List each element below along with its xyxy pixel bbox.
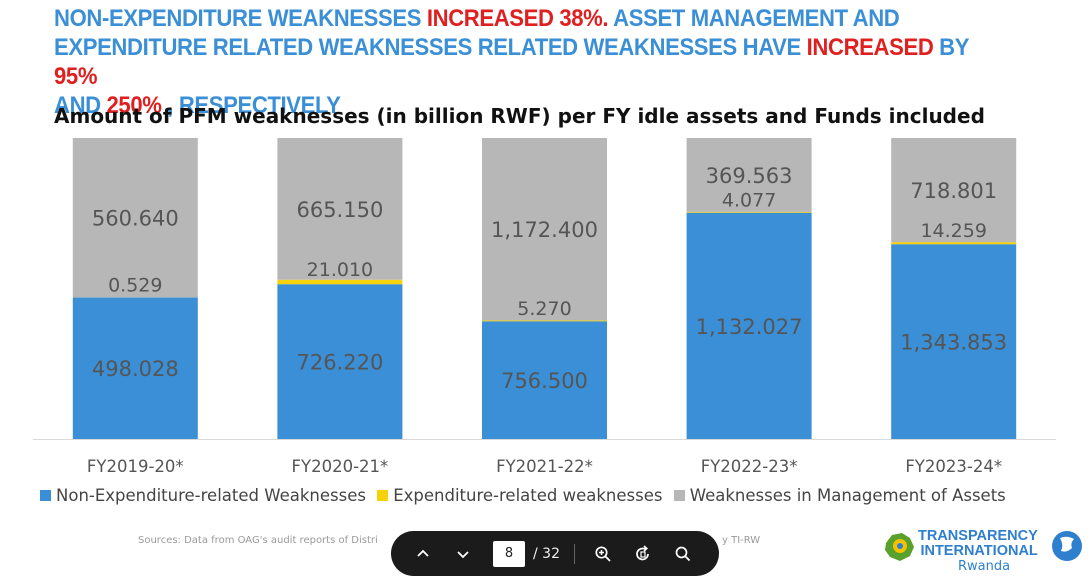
data-label: 14.259 bbox=[920, 220, 986, 242]
data-label: 0.529 bbox=[108, 274, 162, 296]
zoom-in-button[interactable] bbox=[585, 536, 621, 572]
data-label: 1,172.400 bbox=[491, 218, 598, 242]
headline-text: NON-EXPENDITURE WEAKNESSES bbox=[54, 5, 427, 32]
headline-text: ASSET MANAGEMENT AND EXPENDITURE RELATED… bbox=[54, 5, 900, 61]
data-label: 756.500 bbox=[501, 369, 588, 393]
logo-line-2: INTERNATIONAL bbox=[920, 543, 1038, 559]
headline-text: BY bbox=[933, 34, 969, 61]
logo-wordmark: TRANSPARENCY INTERNATIONAL bbox=[918, 529, 1038, 559]
search-button[interactable] bbox=[665, 536, 701, 572]
stacked-bar-chart: 498.028 0.529 560.640 FY2019-20* 726.220 21.0… bbox=[33, 138, 1056, 476]
toolbar-divider bbox=[573, 543, 575, 564]
bar-segment bbox=[891, 244, 1017, 439]
bar-segment bbox=[686, 138, 812, 212]
legend-item: Expenditure-related weaknesses bbox=[377, 486, 662, 505]
legend-item: Non-Expenditure-related Weaknesses bbox=[40, 486, 366, 505]
x-tick-label: FY2022-23* bbox=[701, 457, 798, 476]
x-tick-label: FY2023-24* bbox=[905, 457, 1002, 476]
bar-segment bbox=[686, 211, 812, 213]
x-tick-label: FY2021-22* bbox=[496, 457, 593, 476]
rotate-icon bbox=[636, 544, 649, 560]
data-label: 5.270 bbox=[517, 298, 571, 320]
sources-note-tail: y TI-RW bbox=[722, 535, 761, 546]
bar-segment bbox=[891, 242, 1017, 245]
data-label: 665.150 bbox=[296, 198, 383, 222]
data-label: 560.640 bbox=[92, 207, 179, 231]
x-tick-label: FY2020-21* bbox=[292, 457, 389, 476]
page-number-input[interactable]: 8 bbox=[493, 540, 525, 567]
data-label: 726.220 bbox=[296, 351, 383, 375]
chevron-down-icon bbox=[457, 550, 469, 558]
legend-swatch bbox=[377, 490, 389, 501]
data-label: 1,343.853 bbox=[900, 331, 1007, 355]
bar-segment bbox=[482, 320, 607, 322]
headline-text: AND bbox=[54, 92, 107, 119]
globe-icon bbox=[1052, 531, 1082, 561]
headline-highlight: INCREASED 38%. bbox=[426, 5, 609, 32]
bar-segment bbox=[72, 297, 198, 439]
previous-page-button[interactable] bbox=[405, 536, 441, 572]
legend-swatch bbox=[673, 490, 685, 501]
bar-segment bbox=[277, 279, 403, 285]
zoom-in-icon bbox=[595, 545, 611, 562]
slide-headline: NON-EXPENDITURE WEAKNESSES INCREASED 38%… bbox=[54, 4, 974, 120]
headline-highlight: 95% bbox=[54, 63, 98, 90]
search-icon bbox=[675, 546, 691, 561]
rotate-button[interactable] bbox=[625, 536, 661, 572]
headline-highlight: INCREASED bbox=[806, 34, 934, 61]
legend-label: Weaknesses in Management of Assets bbox=[689, 486, 1006, 505]
logo-line-1: TRANSPARENCY bbox=[918, 528, 1038, 544]
sources-note: Sources: Data from OAG's audit reports o… bbox=[138, 535, 378, 546]
bar-segment bbox=[891, 138, 1017, 243]
headline-text: , RESPECTIVELY bbox=[161, 92, 341, 119]
data-label: 21.010 bbox=[307, 259, 373, 281]
chart-legend: Non-Expenditure-related Weaknesses Expen… bbox=[40, 486, 1012, 505]
data-label: 718.801 bbox=[910, 179, 997, 203]
data-label: 498.028 bbox=[92, 357, 179, 381]
pdf-toolbar: 8 / 32 bbox=[391, 531, 719, 576]
x-tick-label: FY2019-20* bbox=[87, 457, 184, 476]
legend-swatch bbox=[40, 490, 51, 501]
legend-item: Weaknesses in Management of Assets bbox=[673, 486, 1006, 505]
data-label: 4.077 bbox=[722, 189, 776, 211]
rwanda-map-icon bbox=[885, 533, 914, 561]
bar-segment bbox=[482, 138, 607, 321]
logo-subtitle: Rwanda bbox=[958, 559, 1011, 574]
bar-segment bbox=[686, 212, 812, 439]
bar-segment bbox=[277, 284, 403, 439]
bar-segment bbox=[277, 138, 403, 280]
data-label: 369.563 bbox=[706, 164, 793, 188]
transparency-international-logo: TRANSPARENCY INTERNATIONAL Rwanda bbox=[882, 527, 1087, 579]
legend-label: Non-Expenditure-related Weaknesses bbox=[56, 486, 366, 505]
data-label: 1,132.027 bbox=[696, 315, 803, 339]
headline-highlight: 250% bbox=[106, 92, 162, 119]
bar-segment bbox=[72, 138, 198, 298]
bar-segment bbox=[482, 321, 607, 439]
chart-title: Amount of PFM weaknesses (in billion RWF… bbox=[54, 104, 985, 128]
next-page-button[interactable] bbox=[445, 536, 481, 572]
chevron-up-icon bbox=[417, 549, 429, 557]
page-total: / 32 bbox=[533, 545, 560, 562]
legend-label: Expenditure-related weaknesses bbox=[393, 486, 663, 505]
